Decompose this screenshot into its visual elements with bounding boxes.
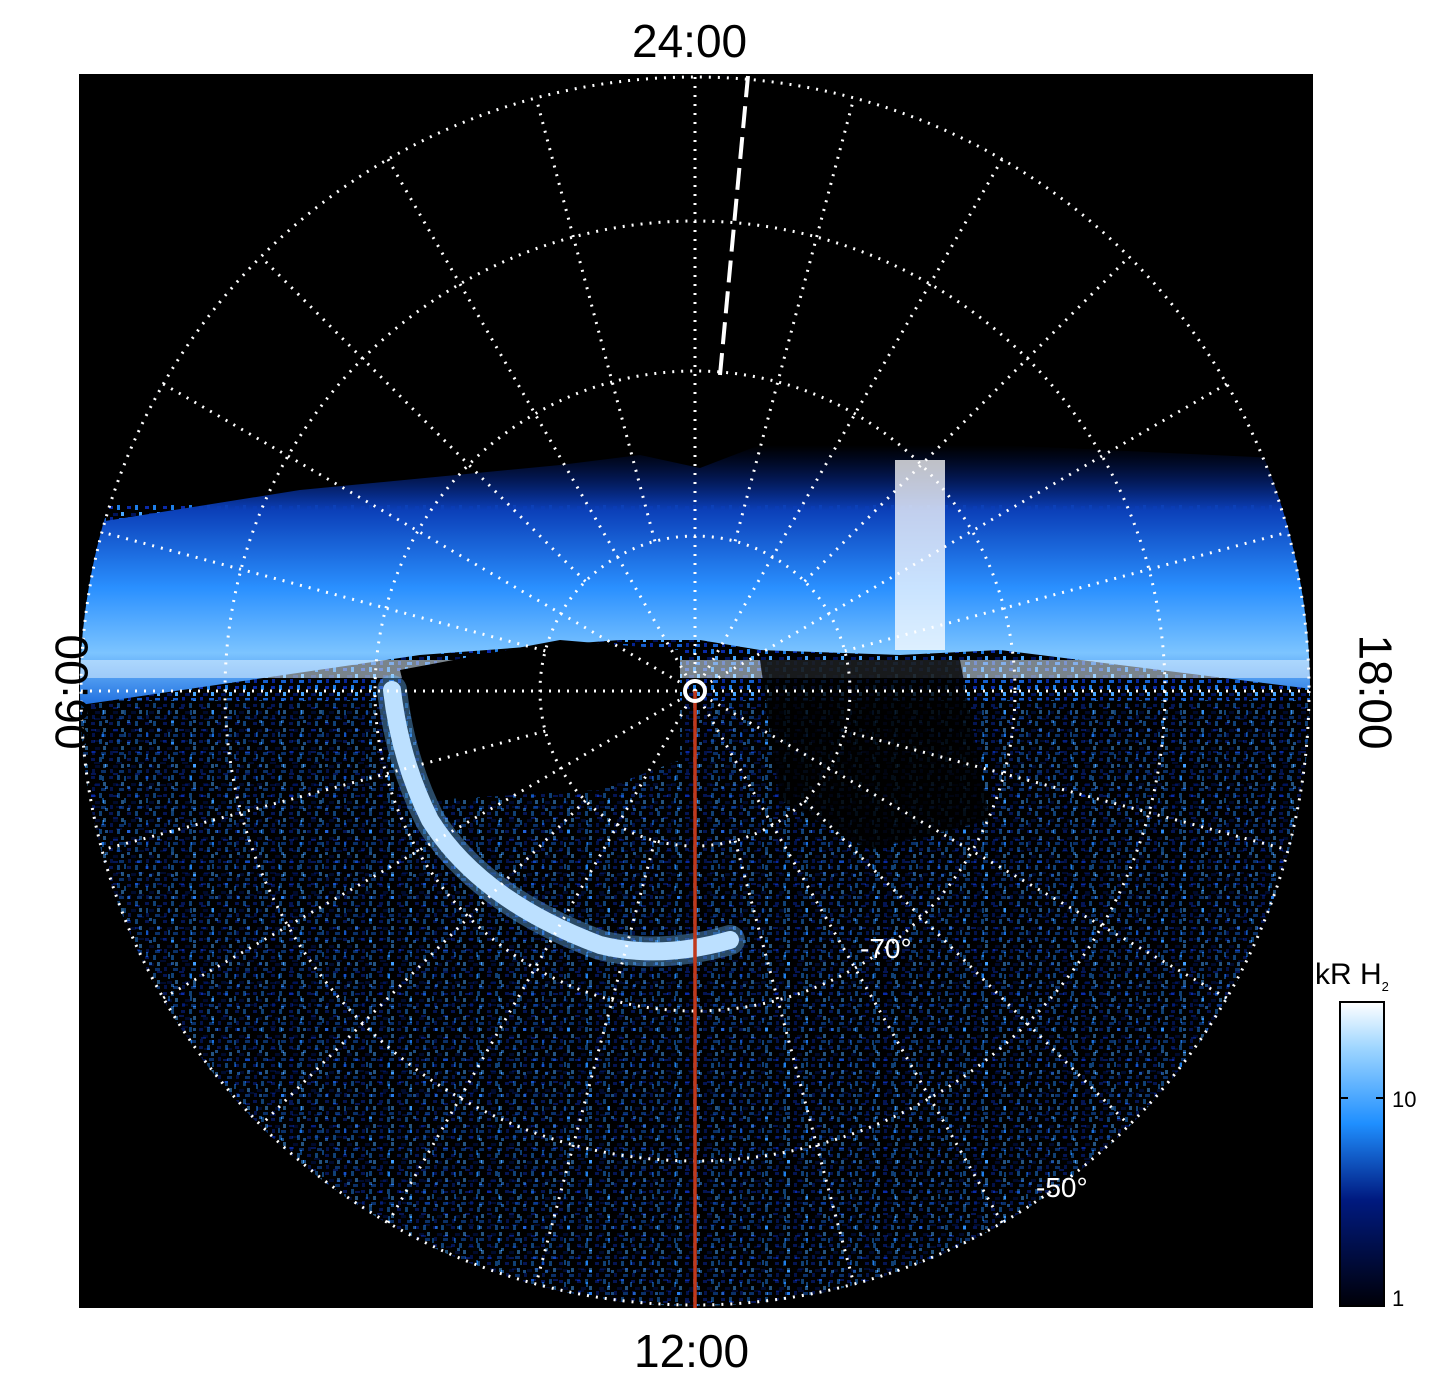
local-time-label-top: 24:00: [632, 15, 748, 67]
auroral-oval-band: [80, 445, 1310, 705]
local-time-label-right: 18:00: [1349, 634, 1402, 750]
latitude-label-50: -50°: [1036, 1172, 1088, 1203]
colorbar-unit: kR H: [1315, 958, 1382, 991]
reference-dashed-line: [718, 75, 750, 376]
meridian-line: [386, 158, 697, 692]
colorbar-unit-subscript: 2: [1381, 979, 1389, 994]
colorbar: [1339, 1001, 1385, 1307]
local-time-label-left: 06:00: [45, 634, 98, 750]
meridian-line: [694, 382, 1228, 693]
bright-arc: [383, 681, 739, 961]
meridian-line: [162, 382, 696, 693]
meridian-line: [693, 158, 1004, 692]
colorbar-title: kR H2: [1315, 958, 1389, 994]
meridian-line: [386, 690, 697, 1224]
meridian-line: [694, 689, 1228, 1000]
local-time-label-bottom: 12:00: [634, 1325, 750, 1377]
meridian-line: [162, 689, 696, 1000]
meridian-line: [693, 690, 1004, 1224]
colorbar-tick-1: 1: [1392, 1286, 1405, 1311]
colorbar-tick-10: 10: [1392, 1087, 1417, 1112]
latitude-label-70: -70°: [860, 933, 912, 964]
bright-spot: [895, 460, 945, 650]
pole-marker: [683, 679, 707, 703]
dark-region: [400, 640, 680, 800]
